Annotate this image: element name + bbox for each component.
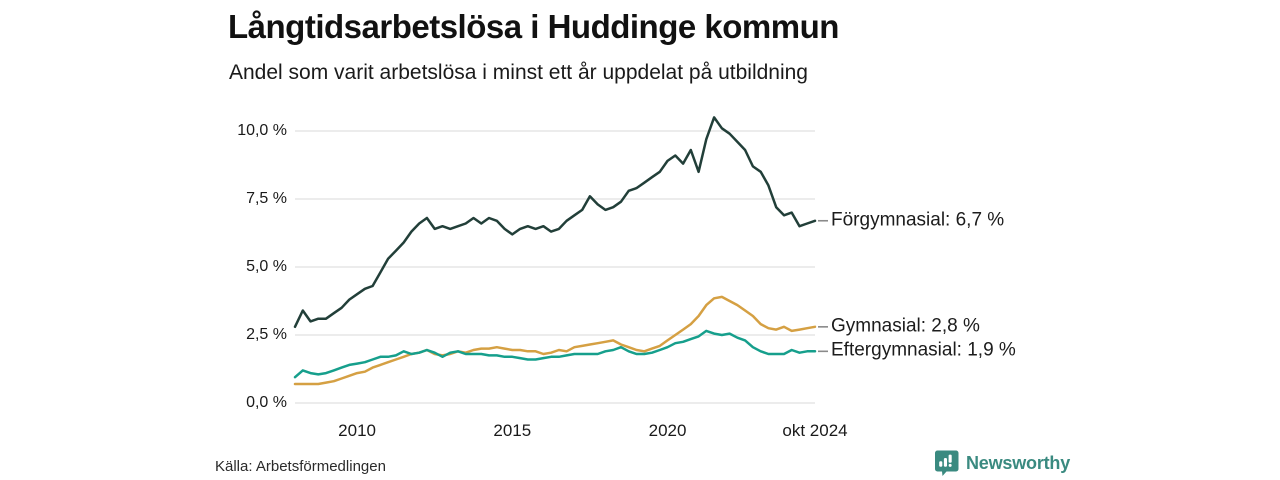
source-note: Källa: Arbetsförmedlingen [215,458,386,475]
y-tick-label: 2,5 % [246,326,287,343]
legend-label-eftergymnasial: Eftergymnasial: 1,9 % [831,339,1016,361]
y-tick-label: 5,0 % [246,258,287,275]
chart-subtitle: Andel som varit arbetslösa i minst ett å… [229,61,808,84]
series-line-eftergymnasial [293,329,817,379]
y-tick-label: 0,0 % [246,394,287,411]
legend-label-förgymnasial: Förgymnasial: 6,7 % [831,209,1005,231]
x-tick-label: 2010 [338,421,376,440]
series-line-gymnasial [293,295,817,386]
x-tick-label: 2015 [493,421,532,440]
series-line-förgymnasial [293,116,817,329]
brand-name: Newsworthy [966,453,1071,473]
legend-label-gymnasial: Gymnasial: 2,8 % [831,315,980,337]
newsworthy-icon [935,450,959,476]
brand-logo: Newsworthy [934,450,1070,477]
y-tick-label: 10,0 % [237,122,287,139]
x-tick-label: 2020 [648,421,687,440]
page-title: Långtidsarbetslösa i Huddinge kommun [228,8,839,45]
x-tick-label: okt 2024 [782,421,848,440]
y-tick-label: 7,5 % [246,190,287,207]
